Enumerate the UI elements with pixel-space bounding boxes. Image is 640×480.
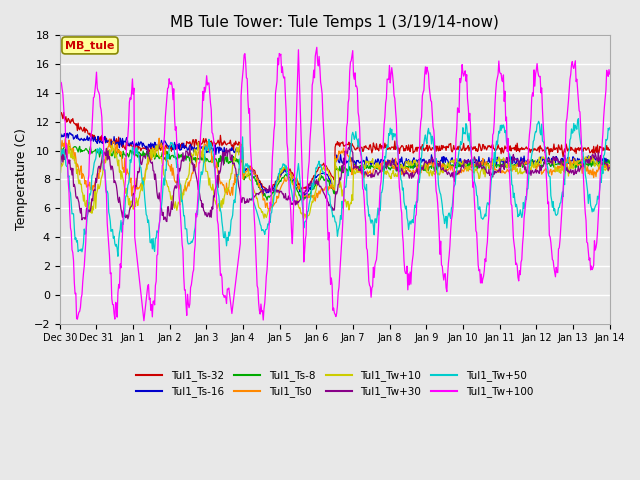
Y-axis label: Temperature (C): Temperature (C) [15,129,28,230]
Legend: Tul1_Ts-32, Tul1_Ts-16, Tul1_Ts-8, Tul1_Ts0, Tul1_Tw+10, Tul1_Tw+30, Tul1_Tw+50,: Tul1_Ts-32, Tul1_Ts-16, Tul1_Ts-8, Tul1_… [132,366,537,402]
Title: MB Tule Tower: Tule Temps 1 (3/19/14-now): MB Tule Tower: Tule Temps 1 (3/19/14-now… [170,15,499,30]
Text: MB_tule: MB_tule [65,40,115,50]
